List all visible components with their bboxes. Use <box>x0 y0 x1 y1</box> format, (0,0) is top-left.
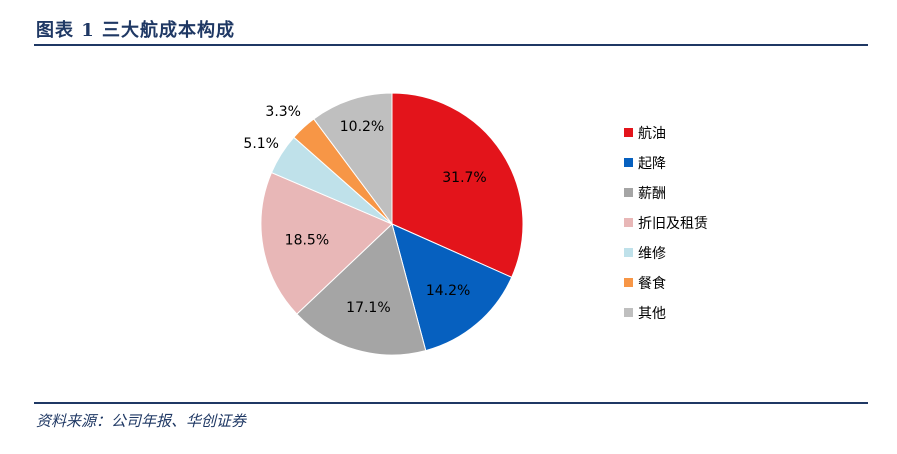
pie-slice-2 <box>391 223 513 352</box>
legend-label-7: 其他 <box>638 306 666 322</box>
pie-labels: 31.7% 14.2% 17.1% 18.5% 5.1% 3.3% 10.2% <box>243 104 486 316</box>
pie-slices <box>260 92 524 356</box>
legend-label-1: 航油 <box>638 126 666 142</box>
legend-swatch-1 <box>624 128 633 137</box>
pie-slice-1 <box>391 92 524 278</box>
legend-swatch-2 <box>624 158 633 167</box>
pie-slice-4 <box>260 171 393 315</box>
pie-label-4: 18.5% <box>285 232 329 248</box>
title-divider <box>34 44 868 46</box>
pie-label-2: 14.2% <box>426 283 470 299</box>
pie-chart: 31.7% 14.2% 17.1% 18.5% 5.1% 3.3% 10.2% 航油起降薪酬… <box>243 92 708 356</box>
pie-label-1: 31.7% <box>442 170 486 186</box>
figure-title: 图表 1 三大航成本构成 <box>36 20 236 41</box>
legend-swatch-6 <box>624 278 633 287</box>
pie-label-7: 10.2% <box>340 119 384 135</box>
pie-slice-3 <box>296 223 427 356</box>
pie-slice-7 <box>313 92 393 226</box>
source-note: 资料来源：公司年报、华创证券 <box>36 412 247 430</box>
legend-label-4: 折旧及租赁 <box>638 216 708 232</box>
pie-label-6: 3.3% <box>265 104 301 120</box>
figure-header: 图表 1 三大航成本构成 <box>0 0 897 48</box>
legend-label-5: 维修 <box>638 246 666 262</box>
pie-label-3: 17.1% <box>346 300 390 316</box>
legend-label-3: 薪酬 <box>638 186 666 202</box>
legend-label-6: 餐食 <box>638 275 666 292</box>
legend-label-2: 起降 <box>638 156 666 172</box>
legend-swatch-4 <box>624 218 633 227</box>
legend-swatch-7 <box>624 308 633 317</box>
legend-swatch-5 <box>624 248 633 257</box>
legend-swatch-3 <box>624 188 633 197</box>
pie-label-5: 5.1% <box>243 136 279 152</box>
footer-divider <box>34 402 868 404</box>
